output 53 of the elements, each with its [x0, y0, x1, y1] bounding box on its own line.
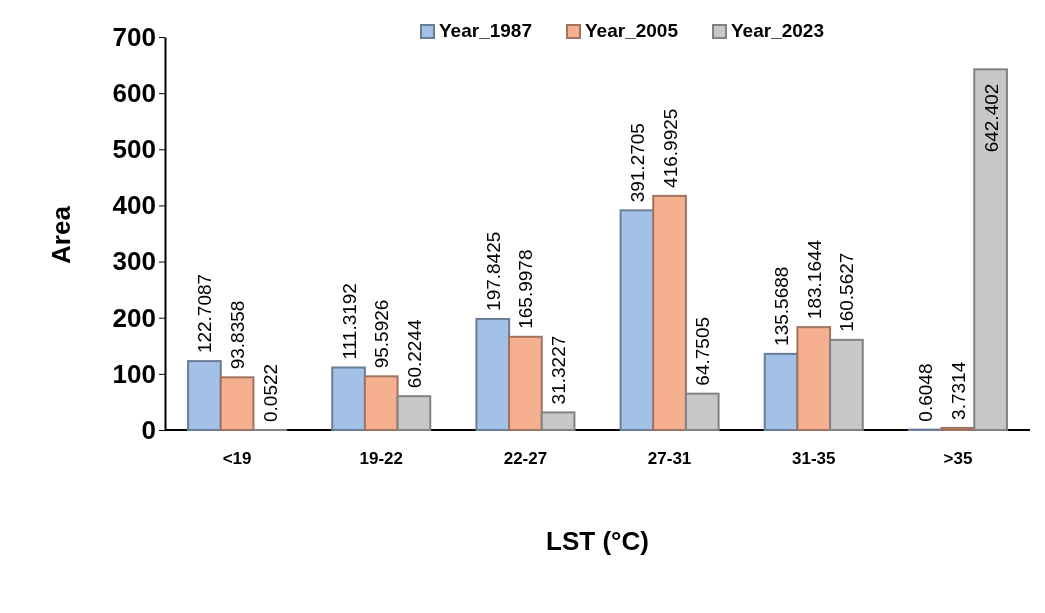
y-tick-label: 400: [112, 190, 156, 221]
data-label: 0.6048: [915, 363, 937, 422]
data-label: 3.7314: [947, 361, 969, 420]
bar: [540, 411, 576, 431]
y-tick-label: 300: [112, 246, 156, 277]
x-axis-title: LST (°C): [546, 526, 649, 556]
bar: [796, 326, 832, 431]
bar: [940, 426, 976, 431]
bar: [508, 335, 543, 431]
bar: [475, 317, 511, 431]
y-tick-label: 500: [112, 134, 156, 165]
y-axis-title: Area: [46, 205, 76, 264]
bar: [763, 352, 799, 431]
data-label: 64.7505: [692, 316, 714, 386]
bar: [973, 68, 1008, 431]
data-label: 197.8425: [482, 231, 504, 311]
bar: [684, 392, 720, 431]
bar: [396, 395, 432, 431]
bar: [331, 366, 366, 431]
bar: [652, 194, 687, 431]
y-tick-label: 100: [112, 358, 156, 389]
legend-label: Year_2023: [731, 20, 824, 41]
data-label: 60.2244: [403, 319, 425, 389]
x-tick-label: 19-22: [359, 449, 403, 469]
x-tick-label: 31-35: [792, 449, 836, 469]
data-label: 0.0522: [259, 363, 281, 422]
data-label: 165.9978: [515, 249, 537, 329]
data-label: 111.3192: [338, 283, 360, 360]
data-label: 391.2705: [626, 123, 648, 203]
data-label: 95.5926: [371, 299, 393, 369]
bar: [187, 360, 222, 431]
x-tick-label: 22-27: [503, 449, 548, 469]
data-label: 135.5688: [771, 266, 793, 346]
data-label: 642.402: [980, 83, 1002, 153]
y-tick-label: 700: [112, 21, 156, 52]
y-tick-label: 200: [112, 302, 156, 333]
bar: [829, 338, 864, 431]
bar: [219, 376, 255, 431]
legend-label: Year_1987: [439, 20, 532, 41]
bar: [619, 209, 655, 431]
data-label: 122.7087: [194, 273, 216, 354]
data-label: 160.5627: [836, 252, 858, 332]
y-tick-label: 0: [141, 414, 156, 445]
x-tick-label: 27-31: [647, 449, 692, 469]
x-tick-label: >35: [943, 449, 973, 469]
data-label: 416.9925: [659, 108, 681, 188]
legend-label: Year_2005: [585, 20, 679, 41]
bar: [363, 375, 399, 431]
data-label: 31.3227: [548, 335, 570, 405]
data-label: 183.1644: [803, 239, 825, 320]
x-tick-label: <19: [222, 449, 252, 469]
y-tick-label: 600: [112, 77, 156, 108]
data-label: 93.8358: [227, 300, 249, 370]
